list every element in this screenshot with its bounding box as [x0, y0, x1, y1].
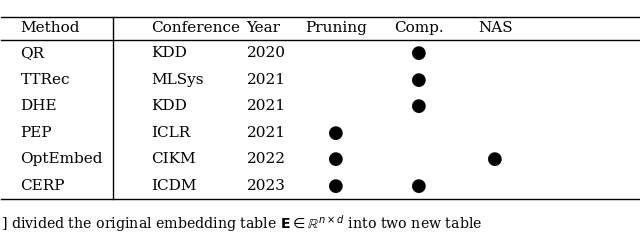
Text: PEP: PEP	[20, 126, 52, 140]
Text: 2021: 2021	[246, 99, 285, 113]
Text: ] divided the original embedding table $\mathbf{E} \in \mathbb{R}^{n\times d}$ i: ] divided the original embedding table $…	[1, 213, 483, 234]
Text: ICDM: ICDM	[151, 179, 196, 193]
Text: ●: ●	[411, 177, 427, 195]
Text: MLSys: MLSys	[151, 73, 204, 87]
Text: Comp.: Comp.	[394, 21, 444, 35]
Text: ICLR: ICLR	[151, 126, 190, 140]
Text: ●: ●	[328, 124, 344, 142]
Text: 2020: 2020	[246, 46, 285, 60]
Text: CIKM: CIKM	[151, 152, 196, 166]
Text: ●: ●	[411, 71, 427, 89]
Text: KDD: KDD	[151, 99, 187, 113]
Text: 2021: 2021	[246, 73, 285, 87]
Text: Year: Year	[246, 21, 281, 35]
Text: Pruning: Pruning	[305, 21, 367, 35]
Text: Conference: Conference	[151, 21, 240, 35]
Text: ●: ●	[411, 44, 427, 62]
Text: NAS: NAS	[478, 21, 513, 35]
Text: Method: Method	[20, 21, 80, 35]
Text: QR: QR	[20, 46, 45, 60]
Text: ●: ●	[488, 150, 503, 168]
Text: ●: ●	[328, 150, 344, 168]
Text: 2021: 2021	[246, 126, 285, 140]
Text: KDD: KDD	[151, 46, 187, 60]
Text: ●: ●	[328, 177, 344, 195]
Text: 2022: 2022	[246, 152, 285, 166]
Text: CERP: CERP	[20, 179, 65, 193]
Text: DHE: DHE	[20, 99, 57, 113]
Text: TTRec: TTRec	[20, 73, 70, 87]
Text: 2023: 2023	[246, 179, 285, 193]
Text: OptEmbed: OptEmbed	[20, 152, 103, 166]
Text: ●: ●	[411, 97, 427, 115]
